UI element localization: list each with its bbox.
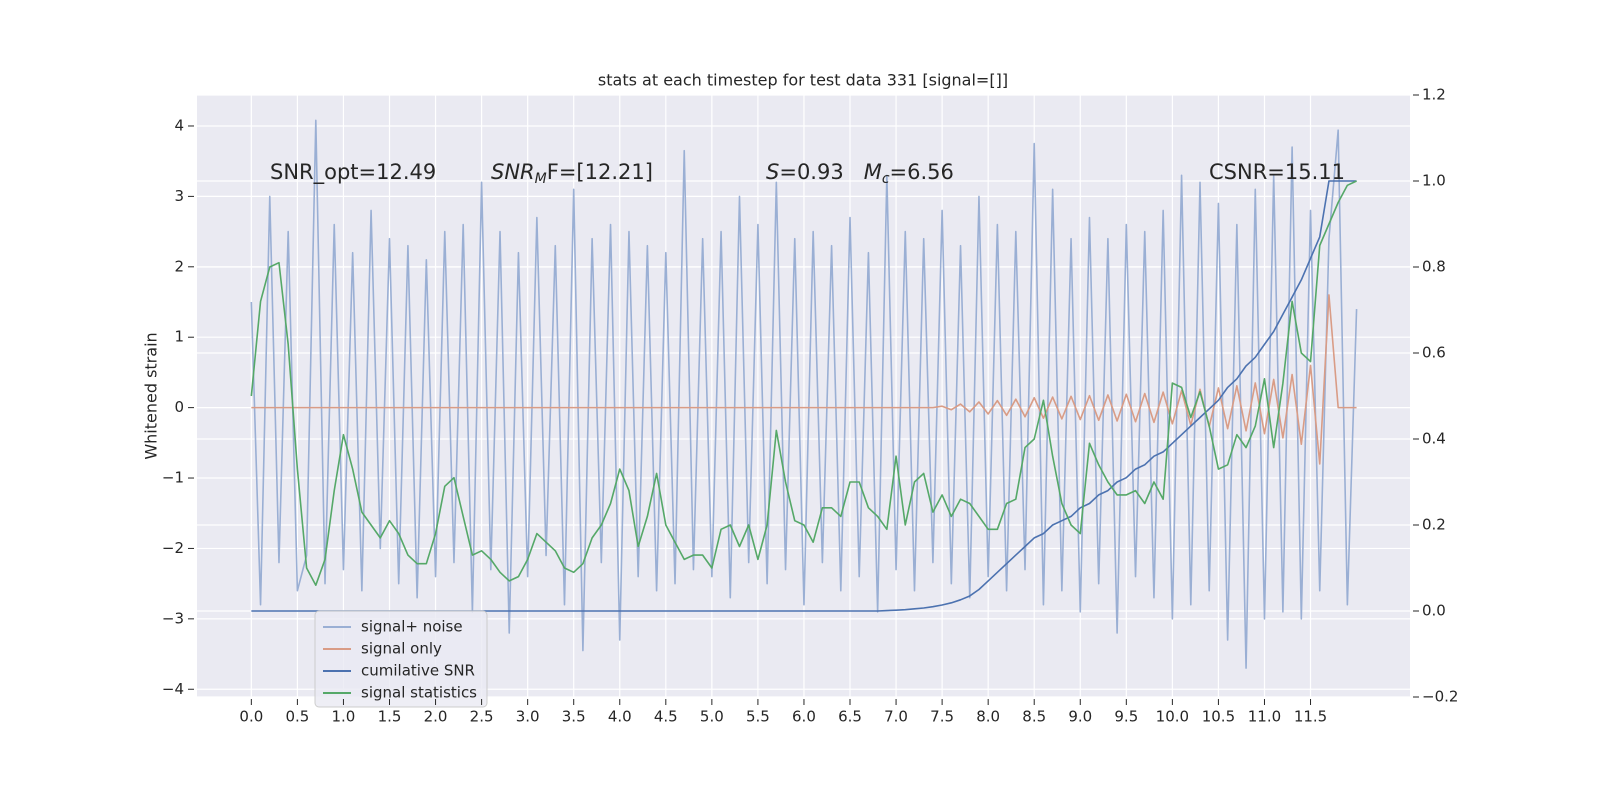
x-tick-label: 0.5 — [285, 708, 309, 726]
chart-title: stats at each timestep for test data 331… — [598, 71, 1008, 90]
x-tick-label: 4.5 — [654, 708, 678, 726]
y2-tick-label: 0.6 — [1422, 344, 1446, 362]
y-tick-label: −1 — [162, 469, 184, 487]
x-tick-label: 10.5 — [1202, 708, 1235, 726]
x-tick-label: 11.0 — [1248, 708, 1281, 726]
marks — [250, 119, 1358, 669]
annotation-text: SNR_opt=12.49 — [270, 160, 436, 185]
annotation-text: =0.93 — [779, 160, 843, 184]
annotation-text: =6.56 — [890, 160, 954, 184]
annotation-text: SNR — [491, 160, 535, 184]
y-tick-label: −4 — [162, 680, 184, 698]
annotation-text: CSNR=15.11 — [1209, 160, 1345, 184]
x-tick-label: 11.5 — [1294, 708, 1327, 726]
y2-tick-label: 0.4 — [1422, 430, 1446, 448]
y2-tick-label: −0.2 — [1422, 688, 1458, 706]
x-tick-label: 6.5 — [838, 708, 862, 726]
x-tick-label: 1.0 — [332, 708, 356, 726]
annotation-text: S — [766, 160, 779, 184]
x-tick-label: 9.5 — [1114, 708, 1138, 726]
x-tick-label: 7.0 — [884, 708, 908, 726]
x-tick-label: 7.5 — [930, 708, 954, 726]
y2-tick-label: 0.8 — [1422, 258, 1446, 276]
x-tick-label: 9.0 — [1068, 708, 1092, 726]
annotation-text: M — [864, 160, 882, 184]
annotation-text: F=[12.21] — [547, 160, 653, 184]
y-tick-label: 1 — [174, 328, 184, 346]
series-line — [250, 180, 1357, 586]
x-tick-label: 10.0 — [1156, 708, 1189, 726]
annotation: CSNR=15.11 — [1209, 160, 1345, 184]
y-tick-label: 4 — [174, 116, 184, 134]
y-tick-label: −3 — [162, 609, 184, 627]
x-tick-label: 2.0 — [424, 708, 448, 726]
annotation-subscript: M — [535, 171, 547, 187]
y-tick-label: 3 — [174, 187, 184, 205]
legend-label: signal statistics — [361, 684, 477, 702]
x-tick-label: 0.0 — [239, 708, 263, 726]
legend-label: signal only — [361, 640, 442, 658]
x-tick-label: 3.0 — [516, 708, 540, 726]
legend: signal+ noise signal only cumilative SNR si… — [314, 610, 488, 708]
x-tick-label: 3.5 — [562, 708, 586, 726]
legend-box — [314, 610, 488, 708]
x-tick-label: 2.5 — [470, 708, 494, 726]
x-tick-label: 8.0 — [976, 708, 1000, 726]
annotation: SNRMF=[12.21] — [491, 160, 653, 187]
x-tick-label: 8.5 — [1022, 708, 1046, 726]
y-tick-label: −2 — [162, 539, 184, 557]
annotation: S=0.93 Mc=6.56 — [766, 160, 954, 187]
x-tick-label: 6.0 — [792, 708, 816, 726]
y-tick-label: 2 — [174, 257, 184, 275]
y-axis-label: Whitened strain — [142, 332, 161, 459]
y2-tick-label: 0.2 — [1422, 516, 1446, 534]
x-tick-label: 4.0 — [608, 708, 632, 726]
series-line — [251, 294, 1357, 465]
legend-label: signal+ noise — [361, 618, 463, 636]
x-tick-label: 5.0 — [700, 708, 724, 726]
x-tick-label: 1.5 — [378, 708, 402, 726]
y2-tick-label: 0.0 — [1422, 602, 1446, 620]
legend-label: cumilative SNR — [361, 662, 475, 680]
x-tick-label: 5.5 — [746, 708, 770, 726]
y-tick-label: 0 — [174, 398, 184, 416]
y2-tick-label: 1.0 — [1422, 172, 1446, 190]
annotation: SNR_opt=12.49 — [270, 160, 436, 185]
annotation-subscript: c — [882, 171, 890, 187]
y2-tick-label: 1.2 — [1422, 86, 1446, 104]
series-line — [250, 119, 1358, 669]
